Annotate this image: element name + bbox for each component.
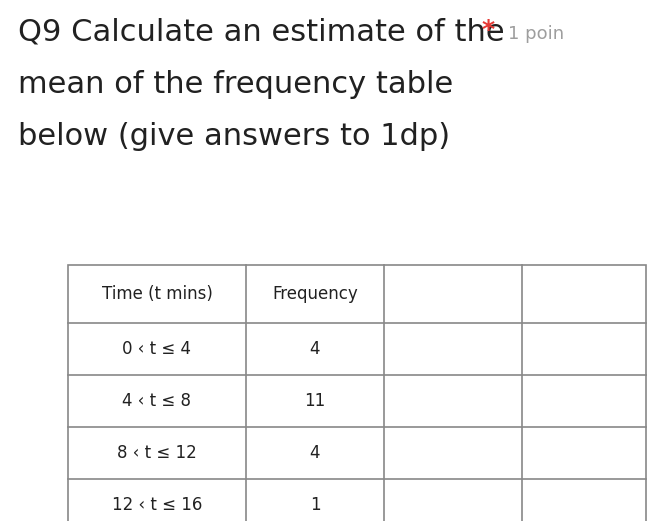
Bar: [68, 265, 646, 521]
Text: 1 poin: 1 poin: [508, 25, 564, 43]
Text: 12 ‹ t ≤ 16: 12 ‹ t ≤ 16: [112, 496, 202, 514]
Text: 4: 4: [310, 444, 320, 462]
Text: Frequency: Frequency: [272, 285, 358, 303]
Text: 11: 11: [304, 392, 326, 410]
Text: Q9 Calculate an estimate of the: Q9 Calculate an estimate of the: [18, 18, 505, 47]
Text: 1: 1: [310, 496, 320, 514]
Text: 8 ‹ t ≤ 12: 8 ‹ t ≤ 12: [117, 444, 197, 462]
Text: 0 ‹ t ≤ 4: 0 ‹ t ≤ 4: [123, 340, 192, 358]
Text: mean of the frequency table: mean of the frequency table: [18, 70, 453, 99]
Text: *: *: [482, 18, 495, 42]
Text: 4: 4: [310, 340, 320, 358]
Text: below (give answers to 1dp): below (give answers to 1dp): [18, 122, 450, 151]
Text: Time (t mins): Time (t mins): [102, 285, 212, 303]
Text: 4 ‹ t ≤ 8: 4 ‹ t ≤ 8: [123, 392, 192, 410]
